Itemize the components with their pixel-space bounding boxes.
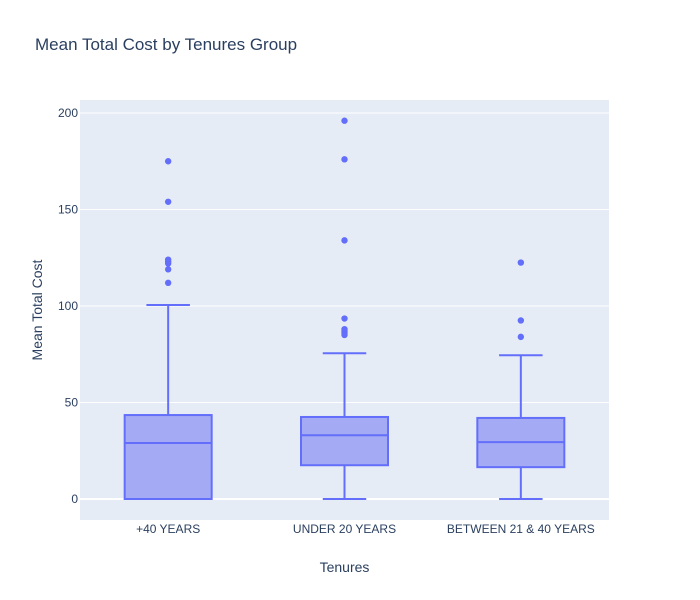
interquartile-box[interactable]: [300, 415, 389, 467]
outlier-point[interactable]: [164, 198, 172, 205]
y-tick-labels: 0 50 100 150 200: [58, 106, 78, 506]
y-tick-label: 150: [58, 203, 78, 217]
x-tick-label: BETWEEN 21 & 40 YEARS: [447, 522, 595, 536]
y-tick-label: 0: [71, 492, 78, 506]
y-axis-title: Mean Total Cost: [29, 259, 45, 360]
interquartile-box[interactable]: [123, 414, 213, 501]
box-group[interactable]: [300, 117, 389, 500]
outlier-point[interactable]: [164, 266, 172, 273]
chart-title: Mean Total Cost by Tenures Group: [35, 35, 297, 54]
box-series[interactable]: [123, 117, 566, 501]
outlier-point[interactable]: [341, 117, 348, 124]
outlier-point[interactable]: [164, 158, 172, 165]
box-group[interactable]: [476, 259, 566, 500]
outlier-point[interactable]: [341, 325, 348, 333]
outlier-point[interactable]: [341, 156, 348, 163]
outlier-point[interactable]: [517, 317, 525, 324]
outlier-point[interactable]: [517, 333, 525, 341]
y-tick-label: 200: [58, 106, 78, 120]
y-tick-label: 100: [58, 299, 78, 313]
box-group[interactable]: [123, 158, 213, 501]
outlier-point[interactable]: [164, 256, 172, 263]
y-tick-label: 50: [65, 396, 79, 410]
x-axis-title: Tenures: [320, 559, 370, 575]
x-tick-labels: +40 YEARS UNDER 20 YEARS BETWEEN 21 & 40 Y…: [136, 522, 595, 536]
outlier-point[interactable]: [517, 259, 525, 266]
x-tick-label: UNDER 20 YEARS: [293, 522, 396, 536]
outlier-point[interactable]: [341, 315, 348, 322]
x-tick-label: +40 YEARS: [136, 522, 200, 536]
outlier-point[interactable]: [341, 237, 348, 244]
outlier-point[interactable]: [164, 279, 172, 287]
